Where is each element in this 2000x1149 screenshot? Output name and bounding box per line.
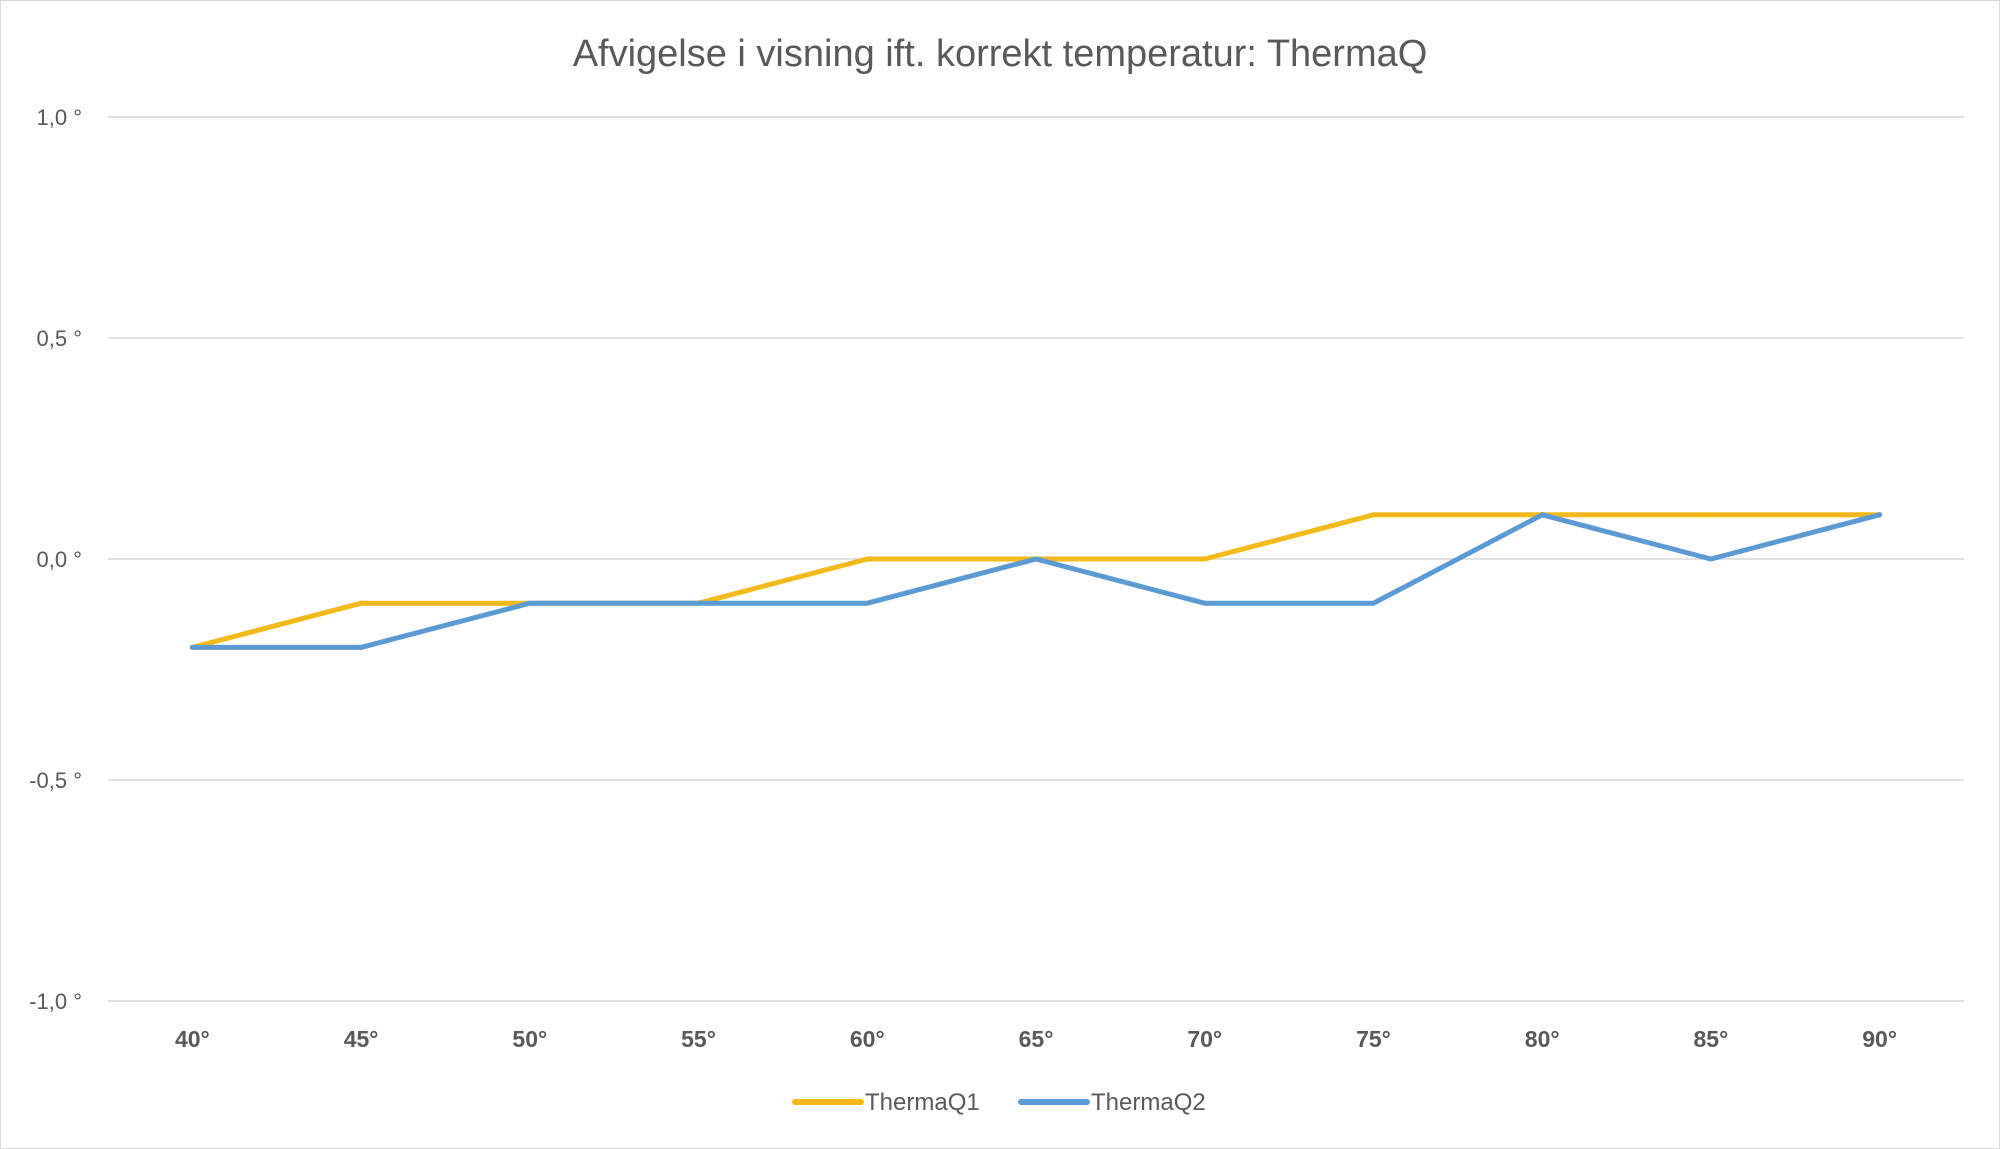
y-tick-label: -1,0 °: [29, 989, 82, 1014]
data-point-thermaq2: [1202, 600, 1208, 606]
data-point-thermaq2: [1539, 512, 1545, 518]
data-point-thermaq2: [358, 644, 364, 650]
data-point-thermaq2: [696, 600, 702, 606]
y-tick-label: 1,0 °: [37, 105, 83, 130]
legend-label: ThermaQ1: [865, 1089, 980, 1116]
x-tick-label: 80°: [1525, 1026, 1560, 1052]
data-point-thermaq1: [1708, 512, 1714, 518]
legend-label: ThermaQ2: [1091, 1089, 1206, 1116]
x-tick-label: 50°: [512, 1026, 547, 1052]
x-tick-label: 40°: [175, 1026, 210, 1052]
series-lines: [189, 512, 1883, 650]
data-point-thermaq2: [1877, 512, 1883, 518]
x-tick-label: 75°: [1356, 1026, 1391, 1052]
data-point-thermaq2: [1708, 556, 1714, 562]
y-tick-label: 0,5 °: [37, 326, 83, 351]
gridlines: [108, 116, 1964, 1002]
data-point-thermaq2: [527, 600, 533, 606]
data-point-thermaq1: [1370, 512, 1376, 518]
x-tick-label: 45°: [344, 1026, 379, 1052]
y-tick-label: -0,5 °: [29, 768, 82, 793]
data-point-thermaq2: [1370, 600, 1376, 606]
x-tick-label: 60°: [850, 1026, 885, 1052]
chart-title: Afvigelse i visning ift. korrekt tempera…: [573, 33, 1428, 75]
data-point-thermaq1: [864, 556, 870, 562]
x-tick-label: 90°: [1862, 1026, 1897, 1052]
data-point-thermaq2: [864, 600, 870, 606]
series-line-thermaq2: [189, 512, 1883, 650]
data-point-thermaq2: [1033, 556, 1039, 562]
x-tick-label: 65°: [1019, 1026, 1054, 1052]
y-tick-label: 0,0 °: [37, 547, 83, 572]
y-axis-ticks: 1,0 ° 0,5 ° 0,0 ° -0,5 ° -1,0 °: [29, 105, 82, 1014]
data-point-thermaq1: [358, 600, 364, 606]
x-axis-ticks: 40° 45° 50° 55° 60° 65° 70° 75° 80° 85° 90°: [175, 1026, 1897, 1052]
x-tick-label: 55°: [681, 1026, 716, 1052]
data-point-thermaq2: [189, 644, 195, 650]
x-tick-label: 70°: [1187, 1026, 1222, 1052]
x-tick-label: 85°: [1694, 1026, 1729, 1052]
data-point-thermaq1: [1202, 556, 1208, 562]
legend: ThermaQ1 ThermaQ2: [792, 1089, 1206, 1116]
